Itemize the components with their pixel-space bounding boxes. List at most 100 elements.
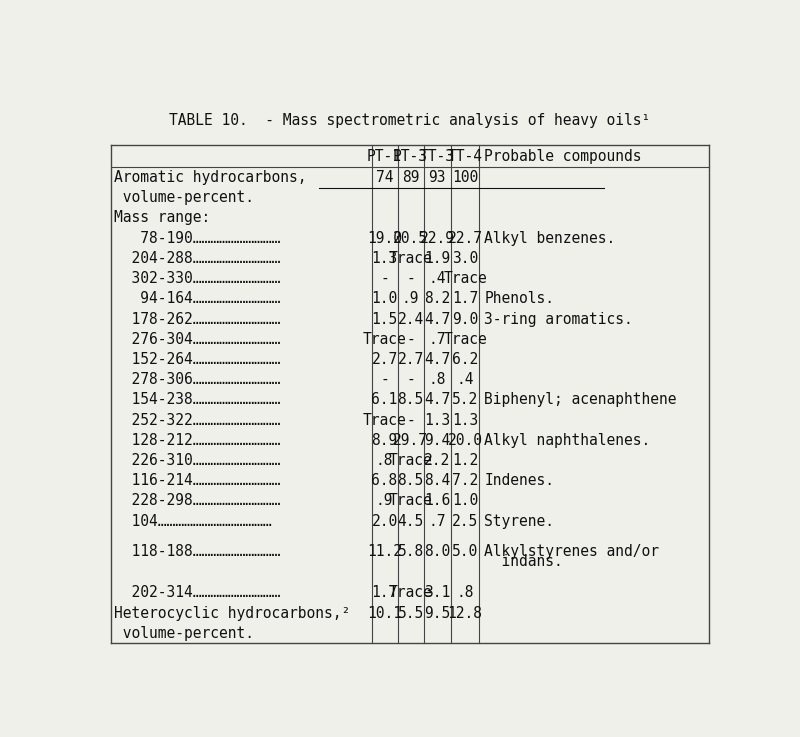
Text: Alkyl naphthalenes.: Alkyl naphthalenes. bbox=[485, 433, 650, 448]
Text: 226-310…………………………: 226-310………………………… bbox=[114, 453, 281, 468]
Text: 22.7: 22.7 bbox=[448, 231, 482, 245]
Text: TT-3: TT-3 bbox=[420, 149, 454, 164]
Text: 93: 93 bbox=[429, 170, 446, 185]
Text: 8.5: 8.5 bbox=[398, 473, 424, 488]
Text: 4.7: 4.7 bbox=[424, 352, 450, 367]
Text: Phenols.: Phenols. bbox=[485, 291, 554, 307]
Text: 152-264…………………………: 152-264………………………… bbox=[114, 352, 281, 367]
Text: 104…………………………………: 104………………………………… bbox=[114, 514, 272, 528]
Text: 128-212…………………………: 128-212………………………… bbox=[114, 433, 281, 448]
Text: 9.0: 9.0 bbox=[452, 312, 478, 326]
Text: 2.7: 2.7 bbox=[398, 352, 424, 367]
Text: .8: .8 bbox=[457, 585, 474, 601]
Text: Mass range:: Mass range: bbox=[114, 211, 210, 226]
Text: 2.4: 2.4 bbox=[398, 312, 424, 326]
Text: 4.7: 4.7 bbox=[424, 312, 450, 326]
Text: .7: .7 bbox=[429, 514, 446, 528]
Text: Biphenyl; acenaphthene: Biphenyl; acenaphthene bbox=[485, 392, 677, 408]
Text: 1.0: 1.0 bbox=[452, 494, 478, 509]
Text: .8: .8 bbox=[429, 372, 446, 387]
Text: 2.0: 2.0 bbox=[371, 514, 398, 528]
Text: Trace: Trace bbox=[362, 413, 406, 427]
Text: 6.1: 6.1 bbox=[371, 392, 398, 408]
Text: 1.2: 1.2 bbox=[452, 453, 478, 468]
Text: 5.8: 5.8 bbox=[398, 544, 424, 559]
Text: .8: .8 bbox=[376, 453, 394, 468]
Text: 1.3: 1.3 bbox=[371, 251, 398, 266]
Text: volume-percent.: volume-percent. bbox=[114, 190, 254, 205]
Text: 2.7: 2.7 bbox=[371, 352, 398, 367]
Text: TABLE 10.  -: TABLE 10. - bbox=[100, 113, 214, 128]
Text: 1.6: 1.6 bbox=[424, 494, 450, 509]
Text: Aromatic hydrocarbons,: Aromatic hydrocarbons, bbox=[114, 170, 306, 185]
Text: 302-330…………………………: 302-330………………………… bbox=[114, 271, 281, 286]
Text: 3.0: 3.0 bbox=[452, 251, 478, 266]
Text: 1.3: 1.3 bbox=[424, 413, 450, 427]
Text: 1.5: 1.5 bbox=[371, 312, 398, 326]
Text: 20.0: 20.0 bbox=[448, 433, 482, 448]
Text: TABLE 10.  - Mass spectrometric analysis of heavy oils¹: TABLE 10. - Mass spectrometric analysis … bbox=[170, 113, 650, 128]
Text: Indenes.: Indenes. bbox=[485, 473, 554, 488]
Text: 7.2: 7.2 bbox=[452, 473, 478, 488]
Text: 5.0: 5.0 bbox=[452, 544, 478, 559]
Text: -: - bbox=[406, 372, 415, 387]
Text: 154-238…………………………: 154-238………………………… bbox=[114, 392, 281, 408]
Text: Alkylstyrenes and/or: Alkylstyrenes and/or bbox=[485, 544, 659, 559]
Text: 5.2: 5.2 bbox=[452, 392, 478, 408]
Text: 11.2: 11.2 bbox=[367, 544, 402, 559]
Text: 9.4: 9.4 bbox=[424, 433, 450, 448]
Text: 2.2: 2.2 bbox=[424, 453, 450, 468]
Text: Trace: Trace bbox=[443, 271, 487, 286]
Text: Probable compounds: Probable compounds bbox=[485, 149, 642, 164]
Text: 78-190…………………………: 78-190………………………… bbox=[114, 231, 281, 245]
Text: -: - bbox=[380, 271, 389, 286]
Text: .9: .9 bbox=[402, 291, 419, 307]
Text: 12.8: 12.8 bbox=[448, 606, 482, 621]
Text: 8.0: 8.0 bbox=[424, 544, 450, 559]
Text: 228-298…………………………: 228-298………………………… bbox=[114, 494, 281, 509]
Text: 8.5: 8.5 bbox=[398, 392, 424, 408]
Text: 178-262…………………………: 178-262………………………… bbox=[114, 312, 281, 326]
Text: volume-percent.: volume-percent. bbox=[114, 626, 254, 641]
Text: 19.0: 19.0 bbox=[367, 231, 402, 245]
Text: 202-314…………………………: 202-314………………………… bbox=[114, 585, 281, 601]
Text: 6.2: 6.2 bbox=[452, 352, 478, 367]
Text: TABLE 10.  - Mass spectrometric analysis of heavy oils¹: TABLE 10. - Mass spectrometric analysis … bbox=[170, 113, 650, 128]
Text: 4.5: 4.5 bbox=[398, 514, 424, 528]
Text: Trace: Trace bbox=[362, 332, 406, 346]
Text: Trace: Trace bbox=[389, 453, 433, 468]
Text: Trace: Trace bbox=[389, 251, 433, 266]
Text: 278-306…………………………: 278-306………………………… bbox=[114, 372, 281, 387]
Text: 1.3: 1.3 bbox=[452, 413, 478, 427]
Text: Styrene.: Styrene. bbox=[485, 514, 554, 528]
Text: 2.5: 2.5 bbox=[452, 514, 478, 528]
Text: 8.2: 8.2 bbox=[424, 291, 450, 307]
Text: 6.8: 6.8 bbox=[371, 473, 398, 488]
Text: 3-ring aromatics.: 3-ring aromatics. bbox=[485, 312, 633, 326]
Text: 8.4: 8.4 bbox=[424, 473, 450, 488]
Text: 29.7: 29.7 bbox=[393, 433, 428, 448]
Text: 252-322…………………………: 252-322………………………… bbox=[114, 413, 281, 427]
Text: 20.5: 20.5 bbox=[393, 231, 428, 245]
Text: 204-288…………………………: 204-288………………………… bbox=[114, 251, 281, 266]
Text: 3.1: 3.1 bbox=[424, 585, 450, 601]
Text: .4: .4 bbox=[429, 271, 446, 286]
Text: 1.0: 1.0 bbox=[371, 291, 398, 307]
Text: 5.5: 5.5 bbox=[398, 606, 424, 621]
Text: PT-1: PT-1 bbox=[367, 149, 402, 164]
Text: .9: .9 bbox=[376, 494, 394, 509]
Text: 116-214…………………………: 116-214………………………… bbox=[114, 473, 281, 488]
Text: 4.7: 4.7 bbox=[424, 392, 450, 408]
Text: 89: 89 bbox=[402, 170, 419, 185]
Text: .4: .4 bbox=[457, 372, 474, 387]
Text: TT-4: TT-4 bbox=[448, 149, 482, 164]
Text: 1.9: 1.9 bbox=[424, 251, 450, 266]
Text: 1.7: 1.7 bbox=[371, 585, 398, 601]
Text: .7: .7 bbox=[429, 332, 446, 346]
Text: -: - bbox=[406, 413, 415, 427]
Text: 94-164…………………………: 94-164………………………… bbox=[114, 291, 281, 307]
Text: 1.7: 1.7 bbox=[452, 291, 478, 307]
Text: Trace: Trace bbox=[389, 585, 433, 601]
Text: 8.9: 8.9 bbox=[371, 433, 398, 448]
Text: Trace: Trace bbox=[389, 494, 433, 509]
